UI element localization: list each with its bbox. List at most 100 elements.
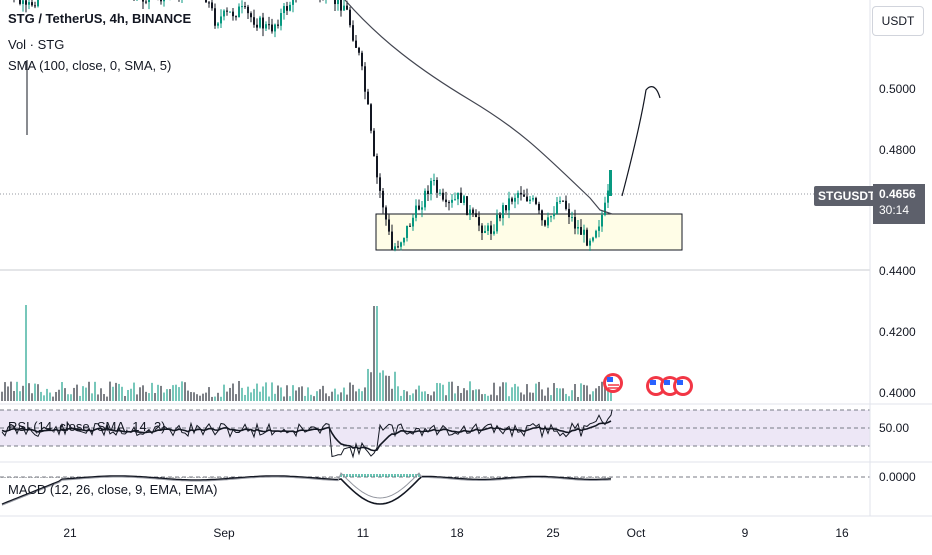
- time-tick: 16: [835, 526, 849, 540]
- volume-bar: [406, 391, 408, 401]
- volume-bar: [358, 388, 360, 401]
- rsi-legend[interactable]: RSI (14, close, SMA, 14, 2): [8, 419, 166, 434]
- candle-body: [160, 0, 162, 2]
- volume-bar: [292, 385, 294, 401]
- volume-bar: [349, 382, 351, 401]
- candle-body: [382, 190, 384, 208]
- volume-bar: [595, 388, 597, 401]
- volume-bar: [199, 395, 201, 401]
- macd-histogram-bar: [505, 477, 507, 478]
- candle-body: [208, 2, 210, 4]
- candle-body: [490, 225, 492, 234]
- candle-body: [433, 179, 435, 181]
- event-icons: [603, 373, 693, 396]
- macd-histogram-bar: [406, 474, 408, 477]
- volume-bar: [31, 393, 33, 401]
- candle-body: [535, 198, 537, 204]
- macd-histogram-bar: [391, 474, 393, 477]
- volume-bar: [121, 386, 123, 401]
- volume-bar: [169, 389, 171, 401]
- volume-bar: [553, 383, 555, 401]
- candle-body: [292, 0, 294, 5]
- volume-bar: [163, 392, 165, 401]
- volume-bar: [322, 385, 324, 401]
- price-tick: 0.4200: [879, 325, 916, 339]
- macd-histogram-bar: [496, 477, 498, 478]
- macd-histogram-bar: [46, 477, 48, 478]
- sma-legend[interactable]: SMA (100, close, 0, SMA, 5): [8, 58, 172, 73]
- candle-body: [544, 220, 546, 226]
- volume-bar: [571, 390, 573, 401]
- macd-histogram-bar: [592, 477, 594, 478]
- volume-bar: [184, 382, 186, 401]
- volume-bar: [241, 387, 243, 401]
- candle-body: [520, 192, 522, 195]
- macd-histogram-bar: [499, 477, 501, 478]
- sma-line: [344, 0, 613, 215]
- candle-body: [409, 225, 411, 227]
- volume-bar: [433, 391, 435, 401]
- volume-bar: [538, 381, 540, 401]
- macd-histogram-bar: [502, 477, 504, 478]
- volume-bar: [544, 395, 546, 401]
- time-tick: 9: [741, 526, 749, 540]
- volume-bar: [376, 306, 378, 401]
- volume-bar: [247, 386, 249, 401]
- candle-body: [361, 52, 363, 67]
- macd-histogram-bar: [232, 477, 234, 478]
- volume-bar: [55, 391, 57, 401]
- volume-bar: [124, 395, 126, 401]
- candle-body: [475, 213, 477, 217]
- macd-histogram-bar: [205, 477, 207, 478]
- currency-button[interactable]: USDT: [872, 6, 924, 36]
- volume-bar: [370, 372, 372, 401]
- volume-bar: [547, 387, 549, 401]
- candle-body: [163, 0, 165, 2]
- volume-bar: [88, 381, 90, 401]
- projection-arrow: [621, 86, 661, 197]
- volume-bar: [451, 381, 453, 401]
- macd-histogram-bar: [16, 477, 18, 478]
- macd-histogram-bar: [166, 477, 168, 478]
- macd-legend[interactable]: MACD (12, 26, close, 9, EMA, EMA): [8, 482, 218, 497]
- symbol-title[interactable]: STG / TetherUS, 4h, BINANCE: [8, 11, 192, 26]
- volume-bar: [466, 390, 468, 401]
- volume-bar: [22, 385, 24, 401]
- candle-body: [487, 225, 489, 231]
- volume-bar: [382, 370, 384, 401]
- candle-body: [553, 213, 555, 217]
- candle-body: [367, 91, 369, 105]
- volume-bar: [298, 387, 300, 401]
- candle-body: [22, 0, 24, 4]
- volume-bar: [352, 384, 354, 401]
- macd-histogram-bar: [325, 477, 327, 478]
- volume-bar: [493, 382, 495, 401]
- candle-body: [430, 180, 432, 195]
- candle-body: [364, 66, 366, 92]
- volume-bar: [427, 393, 429, 401]
- volume-bar: [10, 381, 12, 401]
- candle-body: [286, 6, 288, 11]
- candle-body: [505, 205, 507, 211]
- volume-bar: [232, 383, 234, 401]
- volume-bar: [196, 394, 198, 401]
- volume-bar: [328, 396, 330, 401]
- candle-body: [538, 203, 540, 211]
- macd-histogram-bar: [1, 477, 3, 478]
- volume-legend[interactable]: Vol · STG: [8, 37, 65, 52]
- candle-body: [514, 197, 516, 202]
- volume-bar: [364, 387, 366, 401]
- volume-bar: [277, 385, 279, 401]
- candle-body: [379, 177, 381, 191]
- candle-body: [355, 40, 357, 48]
- candle-body: [481, 225, 483, 233]
- candle-body: [448, 202, 450, 204]
- macd-histogram-bar: [475, 477, 477, 478]
- volume-bar: [7, 386, 9, 401]
- volume-bar: [157, 384, 159, 401]
- candle-body: [19, 0, 21, 4]
- candle-body: [547, 217, 549, 226]
- candle-body: [469, 209, 471, 216]
